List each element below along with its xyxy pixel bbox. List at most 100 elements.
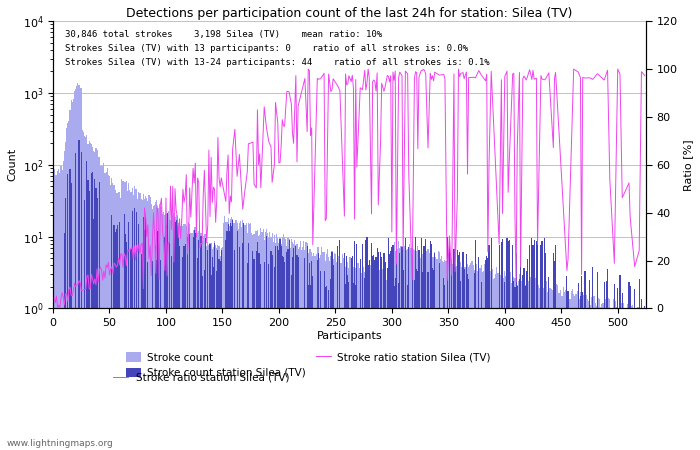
Bar	[509, 240, 510, 450]
Bar	[466, 261, 467, 450]
Bar	[285, 239, 286, 450]
Bar	[400, 246, 401, 450]
Bar	[320, 255, 321, 450]
Bar	[360, 273, 362, 450]
Bar	[473, 265, 474, 450]
Bar	[581, 301, 582, 450]
Bar	[398, 283, 399, 450]
Bar	[434, 252, 435, 450]
Bar	[136, 189, 137, 450]
Stroke ratio station Silea (TV)	[172, 207, 181, 213]
Stroke ratio station Silea (TV)	[62, 291, 70, 297]
Bar	[390, 281, 391, 450]
Bar	[428, 252, 430, 450]
Bar	[248, 243, 249, 450]
Bar	[307, 243, 308, 450]
Bar	[638, 308, 640, 450]
Bar	[242, 243, 244, 450]
Bar	[559, 290, 561, 450]
Bar	[194, 230, 195, 450]
Bar	[337, 246, 338, 450]
Bar	[230, 223, 231, 450]
Bar	[546, 281, 547, 450]
Bar	[435, 257, 437, 450]
Bar	[295, 245, 296, 450]
Bar	[67, 123, 69, 450]
Bar	[413, 249, 414, 450]
Bar	[617, 288, 618, 450]
Bar	[231, 226, 232, 450]
Bar	[153, 206, 154, 450]
Bar	[548, 277, 550, 450]
Bar	[73, 99, 74, 450]
Bar	[152, 261, 153, 450]
Bar	[179, 246, 180, 450]
Title: Detections per participation count of the last 24h for station: Silea (TV): Detections per participation count of th…	[126, 7, 573, 20]
Bar	[509, 279, 510, 450]
Bar	[346, 264, 347, 450]
Bar	[134, 208, 135, 450]
Bar	[355, 268, 356, 450]
Bar	[353, 284, 354, 450]
Bar	[373, 267, 374, 450]
Bar	[244, 225, 246, 450]
Bar	[124, 214, 125, 450]
Bar	[634, 289, 635, 450]
Bar	[582, 292, 583, 450]
Bar	[179, 223, 180, 450]
Bar	[190, 233, 191, 450]
Bar	[144, 199, 145, 450]
Bar	[375, 257, 377, 450]
Bar	[284, 237, 285, 450]
Bar	[538, 285, 539, 450]
Bar	[260, 228, 261, 450]
Bar	[393, 286, 395, 450]
Bar	[458, 255, 459, 450]
Bar	[645, 308, 647, 450]
Bar	[578, 283, 579, 450]
Bar	[214, 243, 215, 450]
Bar	[288, 239, 290, 450]
Stroke ratio station Silea (TV)	[50, 296, 58, 301]
Bar	[590, 305, 592, 450]
Bar	[349, 257, 351, 450]
Bar	[126, 242, 127, 450]
Bar	[526, 283, 527, 450]
Bar	[181, 219, 182, 450]
Bar	[491, 267, 492, 450]
Bar	[307, 246, 308, 450]
Bar	[165, 225, 167, 450]
Bar	[465, 267, 466, 450]
Bar	[518, 281, 519, 450]
Bar	[369, 260, 370, 450]
Bar	[256, 251, 257, 450]
Bar	[352, 256, 353, 450]
Bar	[195, 227, 196, 450]
Bar	[347, 274, 349, 450]
Bar	[83, 132, 84, 450]
Bar	[90, 143, 91, 450]
Bar	[94, 152, 95, 450]
Bar	[545, 290, 546, 450]
Bar	[373, 255, 374, 450]
Bar	[93, 219, 95, 450]
Bar	[253, 234, 255, 450]
Bar	[311, 261, 312, 450]
Bar	[513, 278, 514, 450]
Bar	[520, 245, 522, 450]
Bar	[139, 194, 141, 450]
Bar	[80, 89, 82, 450]
Bar	[536, 285, 537, 450]
Bar	[608, 298, 609, 450]
Bar	[147, 201, 148, 450]
Bar	[615, 301, 616, 450]
Bar	[160, 207, 161, 450]
Bar	[200, 236, 202, 450]
Bar	[584, 271, 585, 450]
Bar	[605, 299, 606, 450]
Bar	[183, 246, 185, 450]
Bar	[308, 284, 309, 450]
Bar	[55, 175, 56, 450]
Bar	[405, 245, 406, 450]
Bar	[316, 248, 318, 450]
